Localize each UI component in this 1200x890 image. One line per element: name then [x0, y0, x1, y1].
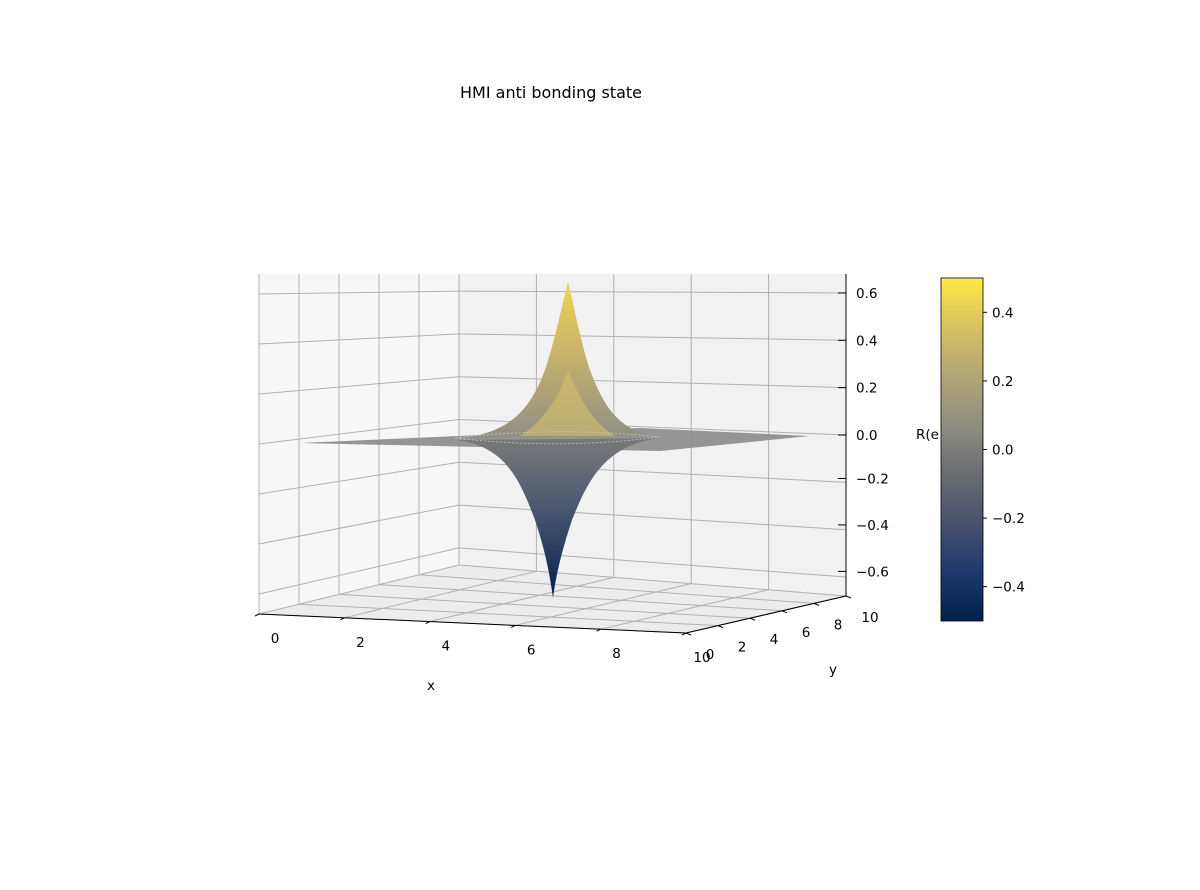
x-axis-label: x	[427, 678, 435, 694]
y-tick-mark	[685, 632, 692, 636]
y-axis-line	[685, 595, 847, 634]
surface-plot	[300, 282, 810, 598]
y-axis-label: y	[829, 662, 837, 678]
chart-title: HMI anti bonding state	[460, 83, 642, 102]
z-tick-label: −0.6	[856, 564, 889, 580]
y-tick-mark	[781, 610, 788, 614]
colorbar	[940, 277, 984, 622]
z-tick-label: −0.4	[856, 518, 889, 534]
y-tick-label: 10	[861, 610, 878, 626]
pane-floor	[259, 565, 846, 633]
z-tick-label: 0.0	[856, 428, 877, 444]
x-tick-label: 10	[693, 650, 710, 666]
x-axis-line	[258, 613, 687, 634]
y-tick-mark	[845, 595, 852, 599]
x-tick-mark	[596, 628, 601, 632]
y-ticks: 0 2 4 6 8 10	[685, 595, 879, 663]
y-tick-mark	[749, 617, 756, 621]
x-tick-mark	[510, 624, 516, 628]
z-ticks: −0.6 −0.4 −0.2 0.0 0.2 0.4 0.6	[838, 286, 889, 580]
z-axis-label: R(e	[916, 427, 939, 443]
surface-peak	[462, 282, 655, 438]
x-tick-mark	[340, 617, 345, 621]
colorbar-ticks: −0.4 −0.2 0.0 0.2 0.4	[983, 305, 1025, 596]
x-tick-label: 4	[442, 639, 451, 655]
x-ticks: 0 2 4 6 8 10	[254, 613, 711, 666]
surface-trough	[455, 438, 660, 598]
y-tick-label: 0	[706, 647, 715, 663]
x-tick-label: 0	[271, 631, 280, 647]
colorbar-tick-label: −0.4	[992, 580, 1025, 596]
colorbar-tick-label: 0.0	[992, 443, 1013, 459]
x-tick-label: 2	[356, 635, 365, 651]
z-tick-label: 0.6	[856, 286, 877, 302]
y-tick-mark	[717, 625, 724, 629]
y-tick-label: 8	[834, 617, 843, 633]
y-tick-label: 4	[770, 632, 779, 648]
z-tick-label: −0.2	[856, 471, 889, 487]
y-tick-label: 2	[738, 640, 747, 656]
y-tick-mark	[813, 602, 820, 606]
surface-peak-shade	[520, 370, 615, 436]
x-tick-label: 6	[527, 642, 536, 658]
z-tick-label: 0.2	[856, 381, 877, 397]
x-tick-mark	[254, 613, 260, 617]
colorbar-tick-label: 0.4	[992, 305, 1013, 321]
x-tick-mark	[681, 632, 687, 636]
colorbar-tick-label: −0.2	[992, 511, 1025, 527]
colorbar-tick-label: 0.2	[992, 374, 1013, 390]
x-tick-label: 8	[612, 646, 621, 662]
z-tick-label: 0.4	[856, 333, 877, 349]
x-tick-mark	[425, 621, 431, 625]
y-tick-label: 6	[802, 625, 811, 641]
surface-center-mesh	[454, 431, 661, 445]
